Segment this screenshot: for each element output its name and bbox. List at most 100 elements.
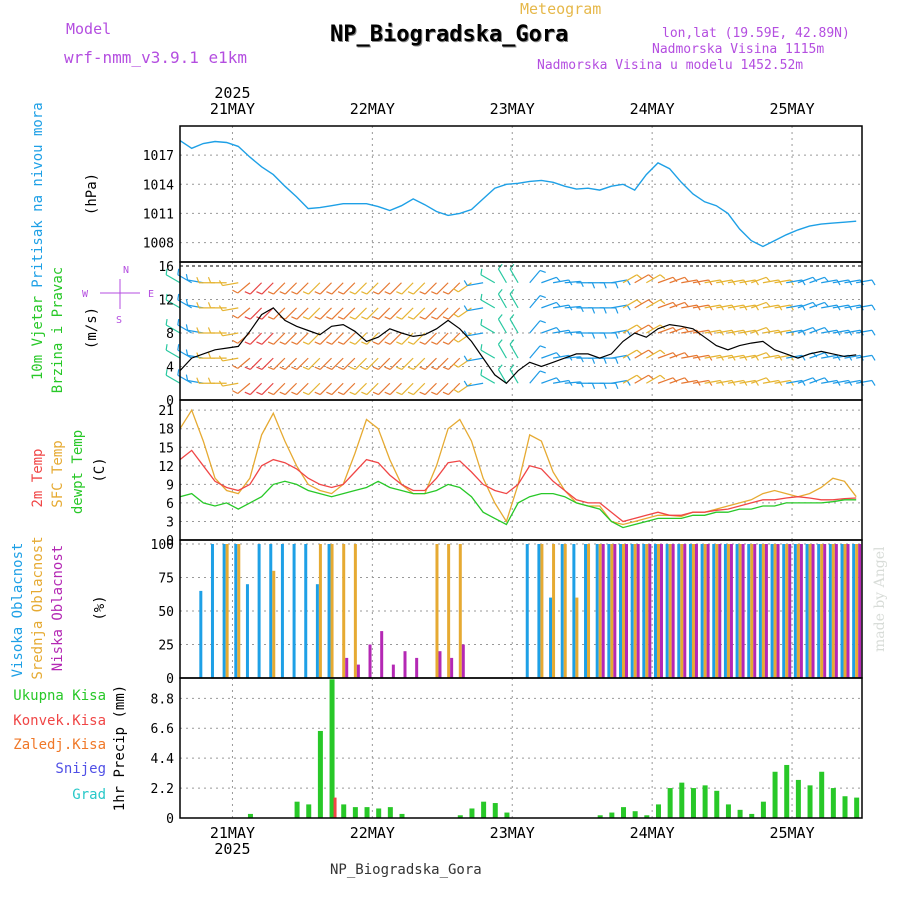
cloud-bar-low-23 (450, 657, 454, 678)
wind-barb-flag-21-1 (407, 366, 414, 370)
cloud-bar-high-30 (525, 544, 529, 678)
wind-barb-flag-7-2 (244, 341, 251, 345)
wind-barb-flag-50-4 (778, 279, 783, 286)
wind-barb-11-3 (296, 307, 309, 320)
wind-barb-50-3 (762, 304, 779, 309)
wind-barb-flag-44-3 (708, 304, 713, 311)
wind-barb-flag-45-3 (719, 304, 724, 311)
wind-barb-flag-27-2 (480, 318, 483, 326)
wind-barb-42-2 (669, 326, 685, 334)
wind-barb-45-3 (704, 304, 721, 309)
wind-barb-57-0 (844, 379, 861, 384)
wind-barb-7-4 (249, 282, 263, 295)
wind-barb-31-0 (541, 377, 557, 384)
wind-barb-flag-5-1 (218, 355, 224, 362)
wind-barb-37-0 (611, 379, 628, 384)
wind-barb-flag-7-0 (244, 391, 251, 396)
top-day-label-2: 23MAY (490, 100, 535, 118)
wind-barb-13-3 (319, 307, 332, 320)
wind-barb-45-4 (704, 279, 721, 284)
wind-barb-53-0 (797, 377, 814, 384)
cloud-bar-low-40 (648, 544, 652, 678)
wind-barb-flag-41-0 (672, 377, 678, 383)
wind-barb-39-1 (634, 349, 649, 359)
cloud-bar-mid-52 (785, 544, 789, 678)
wind-barb-40-2 (646, 324, 661, 334)
cloud-bar-low-17 (380, 631, 384, 678)
precip-total-bar-37 (609, 812, 615, 818)
wind-barb-55-0 (821, 379, 838, 384)
wind-barb-38-2 (622, 324, 638, 334)
wind-barb-31-3 (541, 301, 557, 309)
wind-barb-10-4 (284, 282, 298, 295)
cloud-bar-mid-4 (225, 544, 229, 678)
wind-barb-flag-58-2 (871, 329, 876, 336)
cloud-bar-high-57 (840, 544, 844, 678)
wind-barb-39-2 (634, 324, 649, 334)
wind-barb-58-2 (856, 329, 873, 334)
wind-barb-54-3 (809, 301, 825, 309)
cloud-bar-low-50 (764, 544, 768, 678)
wind-barb-flag-22-1 (419, 366, 426, 370)
cloud-bar-mid-54 (808, 544, 812, 678)
wind-barb-flag-17-3 (361, 316, 368, 320)
precip-total-bar-41 (655, 804, 661, 818)
cloud-bar-high-38 (619, 544, 623, 678)
wind-barb-flag-50-0 (778, 380, 783, 386)
wind-barb-21-3 (413, 307, 426, 320)
cloud-bar-low-24 (461, 644, 465, 678)
wind-barb-flag-19-2 (384, 341, 391, 345)
pressure-ylabel: Pritisak na nivou mora (30, 102, 46, 287)
wind-barb-flag-19-0 (384, 391, 391, 396)
wind-barb-flag-13-1 (314, 366, 321, 370)
wind-barb-flag-58-4 (871, 279, 876, 286)
wind-barb-15-4 (343, 282, 356, 295)
wind-barb-flag-46-4 (731, 279, 736, 286)
wind-barb-flag-24-0 (442, 391, 449, 396)
cloud-bar-mid-37 (610, 544, 614, 678)
wind-barb-44-3 (692, 304, 709, 309)
wind-barb-flag-27-0 (480, 369, 483, 376)
cloud-bar-high-4 (222, 544, 226, 678)
wind-barb-flag-7-1 (244, 366, 251, 370)
wind-barb-38-3 (622, 299, 638, 309)
wind-barb-43-4 (681, 279, 698, 284)
wind-barb-27-1 (480, 349, 496, 359)
wind-barb-47-1 (727, 354, 744, 359)
precip-conv-bar-13 (333, 797, 337, 818)
cloud-bar-high-53 (793, 544, 797, 678)
wind-barb-13-1 (319, 357, 332, 370)
wind-barb-15-3 (343, 307, 356, 320)
wind-barb-flag-24-4 (442, 291, 449, 295)
wind-barb-37-2 (611, 329, 628, 334)
2m-temp-line (179, 449, 857, 523)
wind-barb-flag-14-3 (326, 316, 333, 320)
bottom-day-label-0: 21MAY (210, 824, 255, 842)
wind-barb-29-0 (509, 369, 519, 384)
precip-total-bar-19 (399, 813, 405, 818)
cloud-bar-mid-35 (587, 544, 591, 678)
cloud-bar-low-36 (601, 544, 605, 678)
wind-barb-flag-51-0 (789, 380, 794, 386)
wind-barb-flag-26-0 (463, 380, 468, 387)
wind-barb-flag-5-3 (218, 305, 224, 311)
cloud-bar-high-37 (607, 544, 611, 678)
wind-barb-flag-27-1 (480, 344, 483, 351)
wind-barb-flag-51-2 (789, 329, 794, 336)
wind-barb-flag-37-1 (626, 355, 631, 361)
panel-frame-pressure (179, 125, 863, 263)
wind-barb-flag-44-4 (708, 279, 713, 286)
precip-total-bar-39 (632, 811, 638, 818)
wind-barb-23-3 (436, 307, 449, 320)
wind-barb-44-4 (692, 279, 709, 284)
wind-barb-30-1 (529, 345, 541, 359)
wind-barb-9-1 (273, 357, 286, 370)
cloud-bar-high-45 (700, 544, 704, 678)
wind-barb-flag-26-4 (463, 280, 468, 286)
wind-barb-8-1 (261, 357, 274, 370)
wind-barb-48-2 (739, 329, 756, 334)
precip-total-bar-18 (387, 807, 393, 818)
wind-barb-10-3 (284, 307, 298, 320)
precip-total-bar-6 (247, 813, 253, 818)
cloud-bar-low-14 (345, 657, 349, 678)
